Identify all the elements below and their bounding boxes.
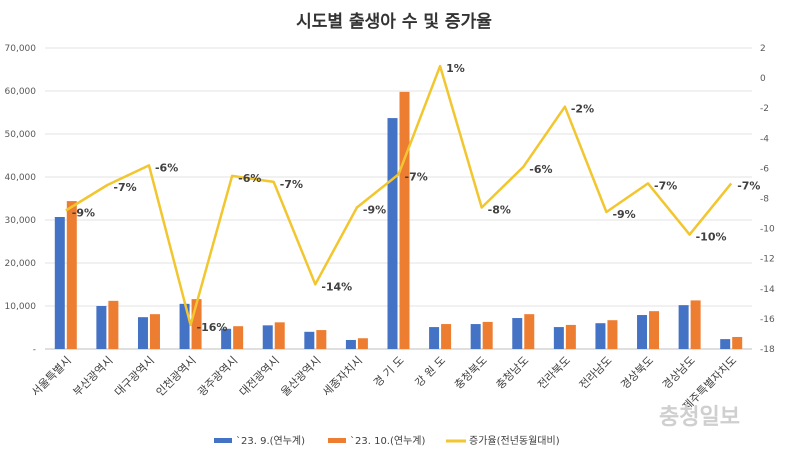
bar-sep <box>553 327 564 349</box>
y-left-tick: 50,000 <box>5 130 37 140</box>
bar-sep <box>595 323 606 349</box>
bar-sep <box>54 216 65 349</box>
data-label: -7% <box>737 179 760 192</box>
bar-sep <box>512 318 523 349</box>
x-tick-label: 충청남도 <box>494 354 532 392</box>
bar-oct <box>565 324 576 349</box>
data-label: -6% <box>529 163 552 176</box>
data-label: -7% <box>654 179 677 192</box>
y-right-tick: -14 <box>760 285 775 295</box>
x-tick-label: 대전광역시 <box>237 354 282 399</box>
bar-sep <box>179 303 190 349</box>
y-left-tick: 30,000 <box>5 216 37 226</box>
watermark: 충청일보 <box>659 405 740 430</box>
data-label: -16% <box>197 321 228 334</box>
bar-sep <box>262 325 273 349</box>
x-tick-label: 부산광역시 <box>71 354 116 399</box>
x-tick-label: 서울특별시 <box>29 354 74 399</box>
bar-sep <box>304 331 315 349</box>
y-right-tick: -8 <box>760 195 769 205</box>
bar-oct <box>357 338 368 349</box>
bar-oct <box>441 324 452 349</box>
bar-sep <box>470 324 481 349</box>
bar-oct <box>649 311 660 349</box>
data-label: -9% <box>363 204 386 217</box>
y-right-tick: 0 <box>760 74 766 84</box>
bar-sep <box>387 118 398 349</box>
x-tick-label: 광주광역시 <box>195 354 240 399</box>
y-right-tick: -2 <box>760 104 769 114</box>
legend-label-rate: 증가율(전년동월대비) <box>469 435 560 447</box>
chart-title: 시도별 출생아 수 및 증가율 <box>296 12 492 32</box>
bar-sep <box>637 315 648 349</box>
legend-swatch-oct <box>328 438 346 443</box>
data-label: 1% <box>446 62 465 75</box>
legend: `23. 9.(연누계) `23. 10.(연누계) 증가율(전년동월대비) <box>214 435 560 447</box>
data-label: -9% <box>72 207 95 220</box>
x-tick-label: 전라남도 <box>577 354 615 392</box>
x-tick-label: 전라북도 <box>535 354 573 392</box>
x-tick-label: 울산광역시 <box>278 354 323 399</box>
x-tick-label: 강 원 도 <box>413 354 449 390</box>
y-left-tick: 10,000 <box>5 302 37 312</box>
bar-oct <box>233 326 244 349</box>
bar-oct <box>274 322 285 349</box>
bar-oct <box>191 299 202 349</box>
x-tick-label: 대구광역시 <box>112 354 157 399</box>
bar-oct <box>399 91 410 350</box>
x-tick-label: 경상남도 <box>660 354 698 392</box>
data-label: -6% <box>155 161 178 174</box>
data-label: -8% <box>488 204 511 217</box>
y-left-tick: 70,000 <box>5 44 37 54</box>
y-left-tick: 40,000 <box>5 173 37 183</box>
bar-oct <box>607 320 618 349</box>
bar-sep <box>429 327 440 349</box>
y-right-tick: -16 <box>760 315 775 325</box>
data-label: -9% <box>612 208 635 221</box>
x-tick-label: 충청북도 <box>452 354 490 392</box>
y-left-tick: 20,000 <box>5 259 37 269</box>
bar-oct <box>732 336 743 349</box>
data-label: -7% <box>113 181 136 194</box>
y-right-tick: -4 <box>760 134 769 144</box>
bar-sep <box>720 339 731 349</box>
data-label: -10% <box>696 231 727 244</box>
y-right-tick: 2 <box>760 44 766 54</box>
y-left-tick: 60,000 <box>5 87 37 97</box>
data-label: -14% <box>321 280 352 293</box>
bar-oct <box>108 300 119 349</box>
legend-swatch-sep <box>214 438 232 443</box>
y-right-tick: -12 <box>760 255 775 265</box>
x-tick-label: 경 기 도 <box>371 354 407 390</box>
bar-sep <box>345 339 356 349</box>
bar-oct <box>66 201 77 349</box>
bar-oct <box>524 314 535 349</box>
legend-label-sep: `23. 9.(연누계) <box>236 435 305 447</box>
data-label: -7% <box>405 170 428 183</box>
bar-oct <box>690 300 701 349</box>
bar-sep <box>221 328 232 349</box>
bar-sep <box>678 305 689 349</box>
legend-label-oct: `23. 10.(연누계) <box>350 435 425 447</box>
x-tick-label: 인천광역시 <box>153 353 199 399</box>
x-tick-label: 세종자치시 <box>320 354 365 399</box>
data-label: -6% <box>238 172 261 185</box>
bar-oct <box>149 314 160 349</box>
data-label: -7% <box>280 178 303 191</box>
bar-oct <box>482 321 493 349</box>
y-left-tick: - <box>33 345 36 355</box>
bar-sep <box>137 317 148 349</box>
bar-sep <box>96 306 107 349</box>
y-right-tick: -18 <box>760 345 775 355</box>
rate-line <box>65 64 733 327</box>
data-label: -2% <box>571 103 594 116</box>
bar-oct <box>316 330 327 349</box>
y-right-tick: -6 <box>760 164 769 174</box>
y-right-tick: -10 <box>760 225 775 235</box>
x-tick-label: 경상북도 <box>618 354 656 392</box>
